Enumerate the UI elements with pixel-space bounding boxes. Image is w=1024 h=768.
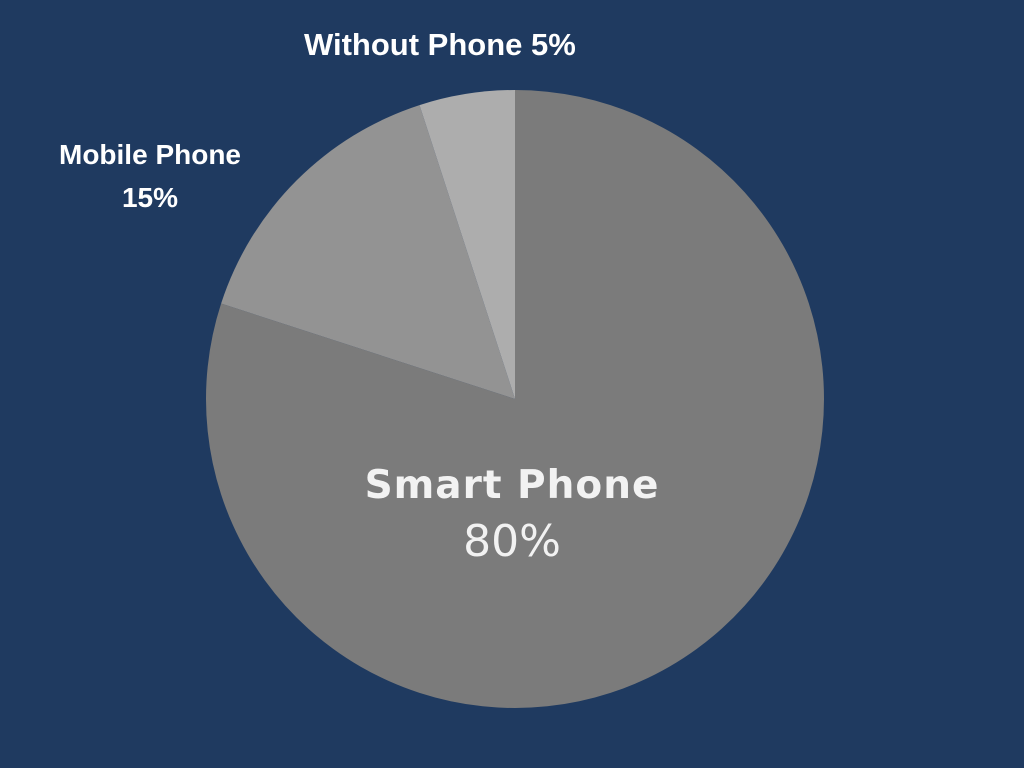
slice-label-smart-phone: Smart Phone 80% [362,458,662,570]
slice-label-percent: 15% [121,182,179,213]
slice-label-percent: 5% [531,27,576,62]
slice-label-name: Without Phone [304,27,523,62]
slice-label-mobile-phone: Mobile Phone 15% [40,133,260,219]
pie-slice-smart-phone [205,90,824,708]
slice-label-percent: 80% [463,516,561,567]
pie-slice-mobile-phone [221,105,515,400]
slice-label-without-phone: Without Phone 5% [304,25,576,65]
pie-slice-without-phone [419,90,515,399]
slice-label-name: Smart Phone [364,463,660,508]
slice-label-name: Mobile Phone [59,139,241,170]
